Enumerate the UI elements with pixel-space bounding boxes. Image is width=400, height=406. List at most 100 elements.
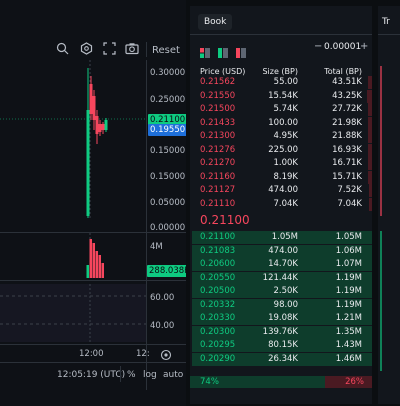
bid-ratio-label: 74% [200,377,219,387]
trades-tab[interactable]: Tr [382,17,390,27]
indicator-band [0,284,146,342]
bid-price: 0.20330 [200,313,236,323]
bid-price: 0.20300 [200,326,236,337]
settings-icon[interactable] [80,42,93,58]
bid-depth-bar [191,352,372,366]
bid-row[interactable]: 0.20295 80.15K 1.43M [190,339,372,352]
bid-price: 0.20500 [200,286,236,296]
go-to-settings-icon[interactable] [160,346,172,365]
percent-scale-button[interactable]: % [127,370,136,380]
y-axis-label: 0.00000 [150,223,186,233]
bid-depth-bar [191,271,372,285]
bids-list: 0.21100 1.05M 1.05M 0.21083 474.00 1.06M 0.206… [190,231,372,373]
ask-ratio-label: 26% [345,377,364,387]
y-axis-label: 0.15000 [150,146,186,156]
pane-separator [0,280,186,281]
ask-size: 5.74K [273,104,299,114]
ask-size: 1.00K [273,158,299,168]
bid-row[interactable]: 0.20500 2.50K 1.19M [190,285,372,298]
bid-row[interactable]: 0.21100 1.05M 1.05M [190,231,372,244]
ask-size: 7.04K [273,198,299,209]
last-price-tag: 0.21100 [148,114,186,126]
bid-row[interactable]: 0.20330 19.08K 1.21M [190,312,372,325]
log-scale-button[interactable]: log [143,370,157,380]
view-asks-icon[interactable] [236,43,246,62]
ask-price: 0.21300 [200,131,236,141]
reset-button[interactable]: Reset [152,45,180,56]
ask-total: 21.88K [332,131,362,141]
ask-size: 225.00 [268,144,298,155]
bid-depth-bar [191,244,372,258]
ask-row[interactable]: 0.21562 55.00 43.51K [190,76,372,89]
ask-total: 16.93K [332,144,362,155]
trade-side-strip [380,231,382,371]
ask-total: 21.98K [332,117,362,128]
bid-price: 0.21100 [200,232,236,242]
auto-scale-button[interactable]: auto [163,370,184,380]
book-header-divider [190,34,372,35]
bid-total: 1.05M [335,232,362,242]
fullscreen-icon[interactable] [103,42,116,58]
bid-row[interactable]: 0.20300 139.76K 1.35M [190,325,372,339]
bid-row[interactable]: 0.20600 14.70K 1.07M [190,258,372,271]
ask-size: 55.00 [273,77,298,87]
ask-row[interactable]: 0.21276 225.00 16.93K [190,143,372,157]
bid-size: 2.50K [273,286,299,296]
bid-depth-bar [191,258,372,271]
bid-row[interactable]: 0.21083 474.00 1.06M [190,244,372,258]
indicator-plot [0,284,146,342]
bid-size: 474.00 [268,245,298,256]
bid-size: 1.05M [271,232,298,242]
bid-row[interactable]: 0.20332 98.00 1.19M [190,298,372,312]
ask-price: 0.21276 [200,144,236,155]
ask-row[interactable]: 0.21550 15.54K 43.25K [190,89,372,103]
ask-price: 0.21160 [200,171,236,182]
bid-total: 1.43M [335,340,362,350]
volume-axis-label: 4M [150,242,163,252]
candlestick-plot [0,60,146,220]
ask-row[interactable]: 0.21160 8.19K 15.71K [190,170,372,184]
ask-size: 4.95K [273,131,299,141]
view-both-icon[interactable] [200,43,210,62]
book-tab[interactable]: Book [198,14,233,30]
ask-depth-bar [368,157,372,170]
ask-row[interactable]: 0.21270 1.00K 16.71K [190,157,372,170]
volume-bar [89,239,92,278]
camera-icon[interactable] [125,42,139,58]
ask-row[interactable]: 0.21500 5.74K 27.72K [190,103,372,116]
ask-depth-bar [368,170,372,184]
ask-row[interactable]: 0.21433 100.00 21.98K [190,116,372,130]
candle-body [95,116,99,134]
volume-plot [86,233,104,278]
bid-size: 19.08K [268,313,298,323]
total-column-header: Total (BP) [324,67,362,76]
ask-depth-bar [368,143,372,157]
bid-price: 0.20332 [200,299,236,310]
bid-size: 121.44K [262,272,298,283]
ask-total: 43.25K [332,90,362,101]
ask-total: 27.72K [332,104,362,114]
bid-price: 0.20550 [200,272,236,283]
decrease-tick-button[interactable]: − [314,41,323,52]
view-bids-icon[interactable] [218,43,228,62]
ask-row[interactable]: 0.21110 7.04K 7.04K [190,197,372,211]
bid-depth-bar [191,312,372,325]
zoom-icon[interactable] [56,42,69,58]
bid-total: 1.46M [335,353,362,364]
bid-size: 26.34K [268,353,298,364]
pane-separator [0,232,186,233]
ask-row[interactable]: 0.21127 474.00 7.52K [190,184,372,197]
ask-depth-bar [368,103,372,116]
bid-total: 1.07M [335,259,362,269]
increase-tick-button[interactable]: + [360,41,369,52]
ask-row[interactable]: 0.21300 4.95K 21.88K [190,130,372,143]
volume-bar [98,255,101,278]
bid-row[interactable]: 0.20290 26.34K 1.46M [190,352,372,366]
bid-size: 139.76K [262,326,298,337]
bid-row[interactable]: 0.20550 121.44K 1.19M [190,271,372,285]
price-chart-panel[interactable]: Reset 0.30000 0.25000 0.15000 0.15000 0.… [0,0,186,406]
ask-depth-bar [368,116,372,130]
toolbar-divider [146,42,147,57]
candle-body [92,96,96,120]
y-axis-label: 0.15000 [150,172,186,182]
